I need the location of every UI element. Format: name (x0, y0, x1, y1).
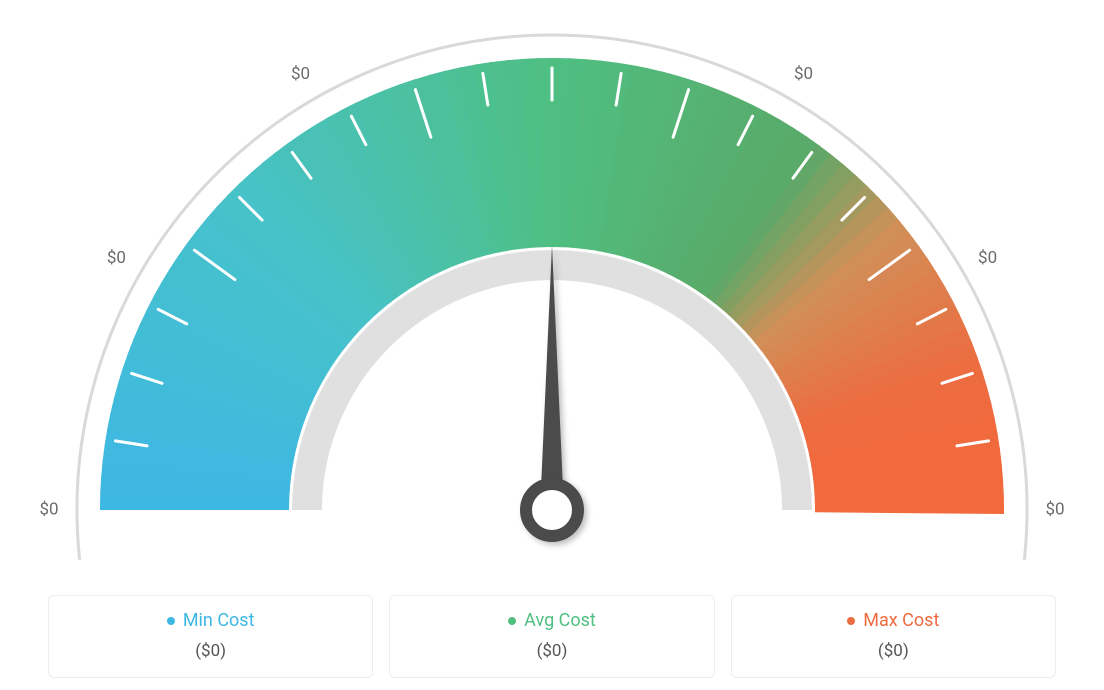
legend-label-max: Max Cost (847, 610, 939, 631)
gauge-axis-label: $0 (1045, 499, 1064, 519)
gauge-svg: $0$0$0$0$0$0$0 (0, 20, 1104, 580)
legend-label-max-text: Max Cost (863, 610, 939, 631)
gauge-axis-label: $0 (978, 248, 997, 268)
gauge-needle (540, 245, 564, 510)
legend-value-avg: ($0) (400, 641, 703, 661)
legend-dot-min (167, 617, 175, 625)
legend-label-min-text: Min Cost (183, 610, 255, 631)
gauge-axis-label: $0 (794, 64, 813, 84)
legend-card-min: Min Cost ($0) (48, 595, 373, 679)
gauge-axis-label: $0 (291, 64, 310, 84)
legend-dot-max (847, 617, 855, 625)
legend-dot-avg (508, 617, 516, 625)
gauge-chart-container: $0$0$0$0$0$0$0 Min Cost ($0) Avg Cost ($… (0, 0, 1104, 690)
gauge-axis-label: $0 (39, 499, 58, 519)
legend-label-avg: Avg Cost (508, 610, 596, 631)
legend-card-avg: Avg Cost ($0) (389, 595, 714, 679)
legend-value-max: ($0) (742, 641, 1045, 661)
legend-label-min: Min Cost (167, 610, 255, 631)
gauge-needle-pivot (526, 484, 578, 536)
gauge-area: $0$0$0$0$0$0$0 (0, 0, 1104, 560)
legend-label-avg-text: Avg Cost (524, 610, 596, 631)
legend-value-min: ($0) (59, 641, 362, 661)
gauge-axis-label: $0 (107, 248, 126, 268)
legend-card-max: Max Cost ($0) (731, 595, 1056, 679)
legend-row: Min Cost ($0) Avg Cost ($0) Max Cost ($0… (0, 595, 1104, 679)
